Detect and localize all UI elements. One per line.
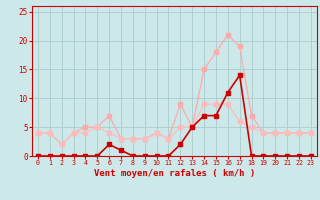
X-axis label: Vent moyen/en rafales ( km/h ): Vent moyen/en rafales ( km/h ) xyxy=(94,169,255,178)
